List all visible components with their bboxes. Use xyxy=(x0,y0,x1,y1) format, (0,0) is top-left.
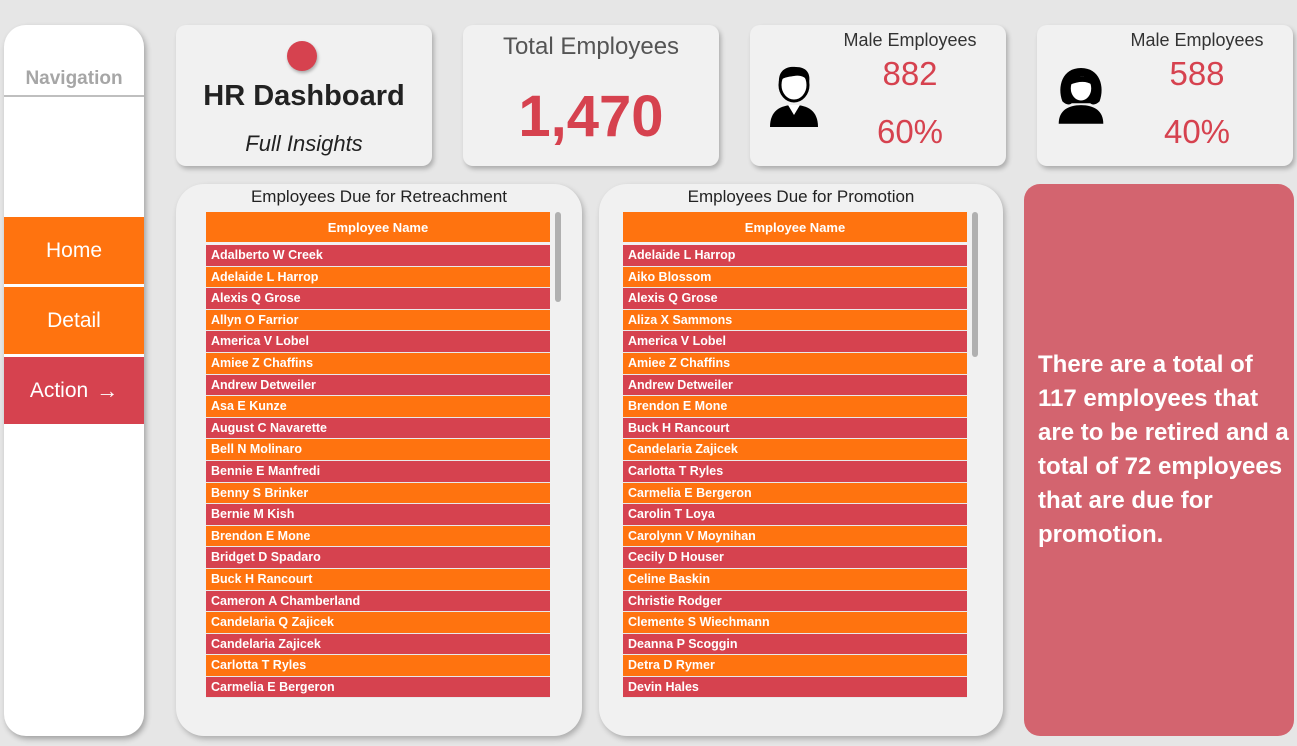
table-row[interactable]: Alexis Q Grose xyxy=(206,288,550,310)
table-row[interactable]: Cameron A Chamberland xyxy=(206,590,550,613)
insight-panel: There are a total of 117 employees that … xyxy=(1024,184,1294,736)
promotion-table-title: Employees Due for Promotion xyxy=(687,187,915,206)
promotion-scroll-thumb[interactable] xyxy=(972,212,978,357)
table-row[interactable]: Aliza X Sammons xyxy=(623,309,967,332)
table-row[interactable]: Candelaria Q Zajicek xyxy=(206,612,550,634)
female-employees-label: Male Employees xyxy=(1130,30,1264,50)
table-row[interactable]: Andrew Detweiler xyxy=(206,374,550,397)
insight-text: There are a total of 117 employees that … xyxy=(1038,351,1289,548)
table-row[interactable]: Buck H Rancourt xyxy=(206,568,550,591)
table-row[interactable]: Amiee Z Chaffins xyxy=(623,352,967,375)
table-row[interactable]: Cecily D Houser xyxy=(623,547,967,569)
table-row[interactable]: Brendon E Mone xyxy=(623,396,967,418)
female-employees-percent: 40% xyxy=(1163,113,1231,150)
table-row[interactable]: Christie Rodger xyxy=(623,590,967,613)
navigation-divider xyxy=(4,95,144,97)
table-row[interactable]: Adelaide L Harrop xyxy=(623,245,967,267)
table-row[interactable]: America V Lobel xyxy=(206,331,550,353)
title-card: HR Dashboard Full Insights xyxy=(176,25,432,166)
retrenchment-table-title: Employees Due for Retreachment xyxy=(250,187,508,206)
table-row[interactable]: Allyn O Farrior xyxy=(206,309,550,332)
table-row[interactable]: America V Lobel xyxy=(623,331,967,353)
male-employees-percent: 60% xyxy=(876,113,944,150)
table-row[interactable]: Asa E Kunze xyxy=(206,396,550,418)
female-employees-card: Male Employees 588 40% xyxy=(1037,25,1293,166)
table-row[interactable]: Andrew Detweiler xyxy=(623,374,967,397)
table-row[interactable]: Amiee Z Chaffins xyxy=(206,352,550,375)
table-row[interactable]: Carolynn V Moynihan xyxy=(623,525,967,548)
dashboard-subtitle: Full Insights xyxy=(245,131,363,156)
male-employees-card: Male Employees 882 60% xyxy=(750,25,1006,166)
table-row[interactable]: Alexis Q Grose xyxy=(623,288,967,310)
male-user-icon xyxy=(770,66,818,127)
female-user-icon xyxy=(1058,68,1104,124)
table-row[interactable]: Brendon E Mone xyxy=(206,525,550,548)
nav-action-label: Action xyxy=(29,378,89,402)
nav-detail-button[interactable]: Detail xyxy=(4,287,144,354)
total-employees-card: Total Employees 1,470 xyxy=(463,25,719,166)
table-row[interactable]: Carolin T Loya xyxy=(623,504,967,526)
retrenchment-table-body[interactable]: Adalberto W Creek Adelaide L Harrop Alexis… xyxy=(206,245,550,699)
nav-detail-label: Detail xyxy=(47,308,101,332)
table-row[interactable]: Benny S Brinker xyxy=(206,482,550,505)
table-row[interactable]: Candelaria Zajicek xyxy=(206,633,550,656)
logo-dot-icon xyxy=(287,41,317,71)
table-row[interactable]: Bennie E Manfredi xyxy=(206,460,550,483)
female-employees-count: 588 xyxy=(1169,55,1225,92)
nav-home-button[interactable]: Home xyxy=(4,217,144,284)
table-row[interactable]: Carlotta T Ryles xyxy=(206,655,550,677)
navigation-title: Navigation xyxy=(25,68,123,89)
retrenchment-column-header[interactable]: Employee Name xyxy=(206,212,550,244)
promotion-table-card: Employees Due for Promotion Employee Nam… xyxy=(599,184,1003,736)
table-row[interactable]: Buck H Rancourt xyxy=(623,417,967,440)
table-row[interactable]: Bell N Molinaro xyxy=(206,439,550,461)
retrenchment-scroll-thumb[interactable] xyxy=(555,212,561,302)
table-row[interactable]: Devin Hales xyxy=(623,676,967,699)
male-employees-label: Male Employees xyxy=(843,30,977,50)
table-row[interactable]: Celine Baskin xyxy=(623,568,967,591)
table-row[interactable]: Carlotta T Ryles xyxy=(623,460,967,483)
promotion-column-header[interactable]: Employee Name xyxy=(623,212,967,244)
table-row[interactable]: Detra D Rymer xyxy=(623,655,967,677)
table-row[interactable]: Aiko Blossom xyxy=(623,266,967,289)
arrow-right-icon: → xyxy=(96,377,119,403)
table-row[interactable]: Adelaide L Harrop xyxy=(206,266,550,289)
table-row[interactable]: Deanna P Scoggin xyxy=(623,633,967,656)
nav-home-label: Home xyxy=(45,238,103,262)
table-row[interactable]: Carmelia E Bergeron xyxy=(623,482,967,505)
total-employees-label: Total Employees xyxy=(502,33,680,60)
table-row[interactable]: Bridget D Spadaro xyxy=(206,547,550,569)
retrenchment-table-card: Employees Due for Retreachment Employee … xyxy=(176,184,582,736)
table-row[interactable]: Adalberto W Creek xyxy=(206,245,550,267)
promotion-table-body[interactable]: Adelaide L Harrop Aiko Blossom Alexis Q Gr… xyxy=(623,245,967,699)
table-row[interactable]: August C Navarette xyxy=(206,417,550,440)
table-row[interactable]: Carmelia E Bergeron xyxy=(206,676,550,699)
dashboard-title: HR Dashboard xyxy=(203,80,405,112)
male-employees-count: 882 xyxy=(882,55,938,92)
table-row[interactable]: Clemente S Wiechmann xyxy=(623,612,967,634)
nav-action-button[interactable]: Action → xyxy=(4,357,144,424)
total-employees-value: 1,470 xyxy=(518,84,664,149)
table-row[interactable]: Candelaria Zajicek xyxy=(623,439,967,461)
table-row[interactable]: Bernie M Kish xyxy=(206,504,550,526)
